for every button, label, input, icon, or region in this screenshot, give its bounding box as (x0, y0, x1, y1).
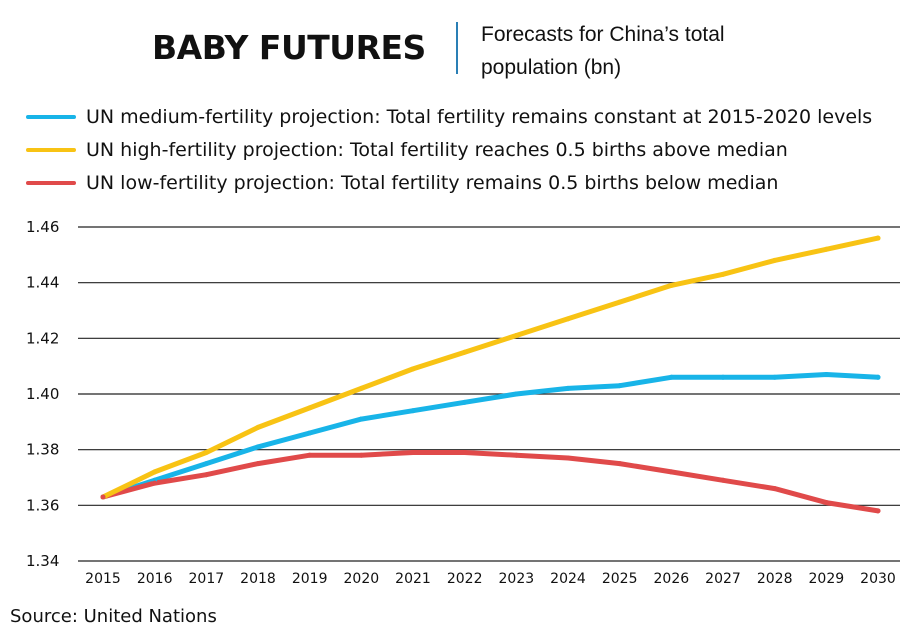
data-point-low-2029 (823, 500, 829, 506)
data-point-low-2019 (307, 452, 313, 458)
data-point-low-2023 (513, 452, 519, 458)
y-tick-label-2: 1.38 (26, 441, 59, 459)
data-point-medium-2030 (875, 374, 881, 380)
y-tick-label-3: 1.40 (26, 385, 59, 403)
data-point-low-2015 (100, 494, 106, 500)
data-point-medium-2023 (513, 391, 519, 397)
title-divider (456, 22, 458, 74)
y-tick-label-6: 1.46 (26, 218, 59, 236)
data-point-high-2028 (772, 257, 778, 263)
data-point-low-2024 (565, 455, 571, 461)
y-tick-label-0: 1.34 (26, 552, 59, 570)
x-tick-label-2023: 2023 (499, 571, 535, 587)
series-line-medium (100, 372, 881, 500)
data-point-low-2027 (720, 477, 726, 483)
data-point-low-2018 (255, 461, 261, 467)
y-tick-label-1: 1.36 (26, 496, 59, 514)
x-tick-label-2015: 2015 (85, 571, 121, 587)
data-point-medium-2028 (772, 374, 778, 380)
data-point-high-2026 (668, 282, 674, 288)
data-point-medium-2026 (668, 374, 674, 380)
x-tick-label-2026: 2026 (654, 571, 690, 587)
x-tick-label-2029: 2029 (809, 571, 845, 587)
data-point-medium-2022 (462, 399, 468, 405)
x-tick-label-2018: 2018 (240, 571, 276, 587)
data-point-low-2030 (875, 508, 881, 514)
x-tick-label-2030: 2030 (860, 571, 896, 587)
data-point-medium-2021 (410, 408, 416, 414)
x-tick-label-2028: 2028 (757, 571, 793, 587)
data-point-medium-2017 (203, 461, 209, 467)
chart-header: BABY FUTURES Forecasts for China’s total… (0, 0, 913, 90)
x-tick-label-2016: 2016 (137, 571, 173, 587)
x-tick-label-2022: 2022 (447, 571, 483, 587)
x-tick-label-2020: 2020 (344, 571, 380, 587)
legend: UN medium-fertility projection: Total fe… (26, 100, 906, 199)
y-tick-label-5: 1.44 (26, 274, 59, 292)
data-point-medium-2020 (358, 416, 364, 422)
data-point-high-2024 (565, 316, 571, 322)
legend-item-high: UN high-fertility projection: Total fert… (26, 133, 906, 166)
data-point-medium-2025 (617, 383, 623, 389)
data-point-low-2017 (203, 472, 209, 478)
data-point-high-2016 (152, 469, 158, 475)
data-point-medium-2024 (565, 385, 571, 391)
data-point-high-2018 (255, 424, 261, 430)
line-chart: 1.34 1.36 1.38 1.40 1.42 1.44 1.46 2015 2016 2017… (26, 218, 900, 587)
legend-label-high: UN high-fertility projection: Total fert… (86, 138, 788, 161)
x-tick-label-2017: 2017 (189, 571, 225, 587)
data-point-high-2022 (462, 349, 468, 355)
data-point-low-2021 (410, 449, 416, 455)
x-tick-label-2024: 2024 (550, 571, 586, 587)
chart-subtitle: Forecasts for China’s total population (… (481, 23, 725, 79)
data-point-low-2016 (152, 480, 158, 486)
data-point-low-2020 (358, 452, 364, 458)
x-tick-label-2019: 2019 (292, 571, 328, 587)
y-tick-label-4: 1.42 (26, 329, 59, 347)
data-point-low-2028 (772, 486, 778, 492)
data-point-high-2017 (203, 449, 209, 455)
legend-swatch-medium (26, 114, 76, 119)
data-point-low-2026 (668, 469, 674, 475)
legend-swatch-low (26, 180, 76, 185)
legend-item-low: UN low-fertility projection: Total ferti… (26, 166, 906, 199)
legend-swatch-high (26, 147, 76, 152)
legend-label-low: UN low-fertility projection: Total ferti… (86, 171, 779, 194)
x-tick-label-2027: 2027 (705, 571, 741, 587)
data-point-high-2021 (410, 366, 416, 372)
data-point-high-2025 (617, 299, 623, 305)
data-point-high-2027 (720, 271, 726, 277)
data-point-high-2023 (513, 333, 519, 339)
legend-item-medium: UN medium-fertility projection: Total fe… (26, 100, 906, 133)
source-note: Source: United Nations (10, 606, 217, 627)
data-point-low-2025 (617, 461, 623, 467)
data-point-high-2020 (358, 385, 364, 391)
series-line-high (100, 235, 881, 500)
legend-label-medium: UN medium-fertility projection: Total fe… (86, 105, 873, 128)
chart-title: BABY FUTURES (152, 28, 426, 67)
data-point-medium-2019 (307, 430, 313, 436)
data-point-high-2029 (823, 246, 829, 252)
data-point-high-2019 (307, 405, 313, 411)
data-point-medium-2029 (823, 372, 829, 378)
data-point-high-2030 (875, 235, 881, 241)
series-line-low (100, 450, 881, 514)
data-point-medium-2027 (720, 374, 726, 380)
x-tick-label-2025: 2025 (602, 571, 638, 587)
data-point-medium-2018 (255, 444, 261, 450)
data-point-low-2022 (462, 449, 468, 455)
x-tick-label-2021: 2021 (395, 571, 431, 587)
